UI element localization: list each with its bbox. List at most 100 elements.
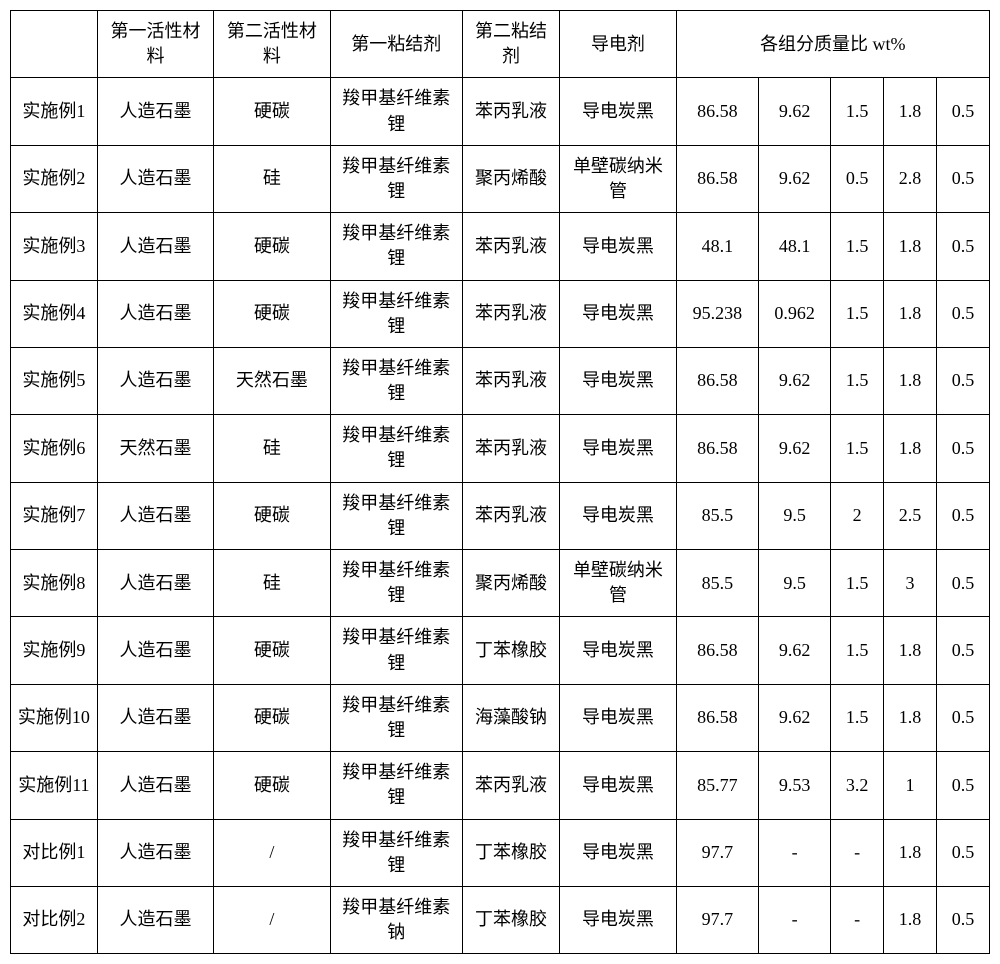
cell-binder2: 聚丙烯酸 (462, 145, 559, 212)
cell-weight3: 1.5 (831, 78, 884, 145)
cell-binder2: 苯丙乳液 (462, 280, 559, 347)
cell-binder2: 丁苯橡胶 (462, 617, 559, 684)
table-row: 实施例11人造石墨硬碳羧甲基纤维素锂苯丙乳液导电炭黑85.779.533.210… (11, 752, 990, 819)
cell-material2: 硬碳 (214, 684, 330, 751)
cell-binder1: 羧甲基纤维素锂 (330, 819, 462, 886)
cell-weight5: 0.5 (936, 617, 989, 684)
cell-binder1: 羧甲基纤维素锂 (330, 684, 462, 751)
cell-binder1: 羧甲基纤维素锂 (330, 752, 462, 819)
row-label: 实施例4 (11, 280, 98, 347)
cell-weight3: 2 (831, 482, 884, 549)
cell-weight1: 85.5 (676, 550, 759, 617)
cell-weight2: 48.1 (759, 213, 831, 280)
cell-material2: 硬碳 (214, 213, 330, 280)
cell-weight5: 0.5 (936, 347, 989, 414)
cell-weight2: 9.62 (759, 617, 831, 684)
cell-weight3: 1.5 (831, 684, 884, 751)
cell-weight1: 86.58 (676, 415, 759, 482)
cell-binder1: 羧甲基纤维素锂 (330, 415, 462, 482)
cell-material1: 人造石墨 (97, 213, 213, 280)
cell-weight2: - (759, 886, 831, 953)
cell-material1: 人造石墨 (97, 684, 213, 751)
cell-weight2: 0.962 (759, 280, 831, 347)
cell-weight4: 1.8 (884, 617, 937, 684)
cell-weight5: 0.5 (936, 684, 989, 751)
cell-material2: 硬碳 (214, 617, 330, 684)
cell-material1: 人造石墨 (97, 145, 213, 212)
cell-material2: 硅 (214, 145, 330, 212)
cell-material1: 人造石墨 (97, 550, 213, 617)
cell-material2: 天然石墨 (214, 347, 330, 414)
cell-weight1: 97.7 (676, 886, 759, 953)
cell-weight5: 0.5 (936, 482, 989, 549)
header-conductor: 导电剂 (560, 11, 676, 78)
cell-weight5: 0.5 (936, 213, 989, 280)
cell-weight2: - (759, 819, 831, 886)
cell-weight1: 95.238 (676, 280, 759, 347)
cell-binder1: 羧甲基纤维素钠 (330, 886, 462, 953)
cell-weight2: 9.62 (759, 347, 831, 414)
row-label: 对比例1 (11, 819, 98, 886)
cell-weight3: 1.5 (831, 280, 884, 347)
cell-binder2: 苯丙乳液 (462, 78, 559, 145)
cell-weight3: 1.5 (831, 347, 884, 414)
table-row: 实施例6天然石墨硅羧甲基纤维素锂苯丙乳液导电炭黑86.589.621.51.80… (11, 415, 990, 482)
cell-binder2: 苯丙乳液 (462, 415, 559, 482)
cell-binder2: 苯丙乳液 (462, 752, 559, 819)
cell-weight2: 9.62 (759, 415, 831, 482)
cell-material1: 人造石墨 (97, 280, 213, 347)
cell-weight2: 9.62 (759, 684, 831, 751)
cell-binder2: 丁苯橡胶 (462, 819, 559, 886)
cell-binder2: 丁苯橡胶 (462, 886, 559, 953)
cell-weight4: 2.8 (884, 145, 937, 212)
cell-weight4: 1.8 (884, 213, 937, 280)
cell-weight4: 1.8 (884, 886, 937, 953)
row-label: 实施例7 (11, 482, 98, 549)
cell-weight5: 0.5 (936, 752, 989, 819)
table-row: 实施例1人造石墨硬碳羧甲基纤维素锂苯丙乳液导电炭黑86.589.621.51.8… (11, 78, 990, 145)
cell-weight1: 86.58 (676, 78, 759, 145)
cell-material1: 人造石墨 (97, 819, 213, 886)
cell-binder1: 羧甲基纤维素锂 (330, 213, 462, 280)
header-empty (11, 11, 98, 78)
cell-weight4: 1.8 (884, 280, 937, 347)
materials-table: 第一活性材料 第二活性材料 第一粘结剂 第二粘结剂 导电剂 各组分质量比 wt%… (10, 10, 990, 954)
cell-weight4: 1.8 (884, 684, 937, 751)
cell-conductor: 导电炭黑 (560, 78, 676, 145)
cell-weight3: 1.5 (831, 415, 884, 482)
header-weight-ratio: 各组分质量比 wt% (676, 11, 989, 78)
cell-material1: 人造石墨 (97, 78, 213, 145)
cell-weight2: 9.53 (759, 752, 831, 819)
cell-binder1: 羧甲基纤维素锂 (330, 145, 462, 212)
header-material1: 第一活性材料 (97, 11, 213, 78)
cell-conductor: 导电炭黑 (560, 819, 676, 886)
cell-weight2: 9.5 (759, 482, 831, 549)
cell-material1: 人造石墨 (97, 752, 213, 819)
cell-material2: 硬碳 (214, 482, 330, 549)
cell-weight2: 9.5 (759, 550, 831, 617)
cell-weight5: 0.5 (936, 78, 989, 145)
table-row: 对比例2人造石墨/羧甲基纤维素钠丁苯橡胶导电炭黑97.7--1.80.5 (11, 886, 990, 953)
cell-material1: 人造石墨 (97, 482, 213, 549)
cell-conductor: 导电炭黑 (560, 617, 676, 684)
row-label: 实施例6 (11, 415, 98, 482)
table-row: 实施例3人造石墨硬碳羧甲基纤维素锂苯丙乳液导电炭黑48.148.11.51.80… (11, 213, 990, 280)
cell-weight1: 97.7 (676, 819, 759, 886)
cell-weight1: 85.5 (676, 482, 759, 549)
cell-binder2: 苯丙乳液 (462, 482, 559, 549)
cell-conductor: 导电炭黑 (560, 213, 676, 280)
cell-conductor: 导电炭黑 (560, 752, 676, 819)
cell-weight4: 1.8 (884, 415, 937, 482)
table-body: 实施例1人造石墨硬碳羧甲基纤维素锂苯丙乳液导电炭黑86.589.621.51.8… (11, 78, 990, 954)
table-row: 实施例8人造石墨硅羧甲基纤维素锂聚丙烯酸单壁碳纳米管85.59.51.530.5 (11, 550, 990, 617)
cell-weight3: 1.5 (831, 213, 884, 280)
cell-weight4: 1 (884, 752, 937, 819)
cell-binder1: 羧甲基纤维素锂 (330, 617, 462, 684)
cell-weight4: 1.8 (884, 819, 937, 886)
header-binder2: 第二粘结剂 (462, 11, 559, 78)
row-label: 实施例3 (11, 213, 98, 280)
table-row: 实施例5人造石墨天然石墨羧甲基纤维素锂苯丙乳液导电炭黑86.589.621.51… (11, 347, 990, 414)
cell-conductor: 导电炭黑 (560, 886, 676, 953)
table-header-row: 第一活性材料 第二活性材料 第一粘结剂 第二粘结剂 导电剂 各组分质量比 wt% (11, 11, 990, 78)
header-material2: 第二活性材料 (214, 11, 330, 78)
